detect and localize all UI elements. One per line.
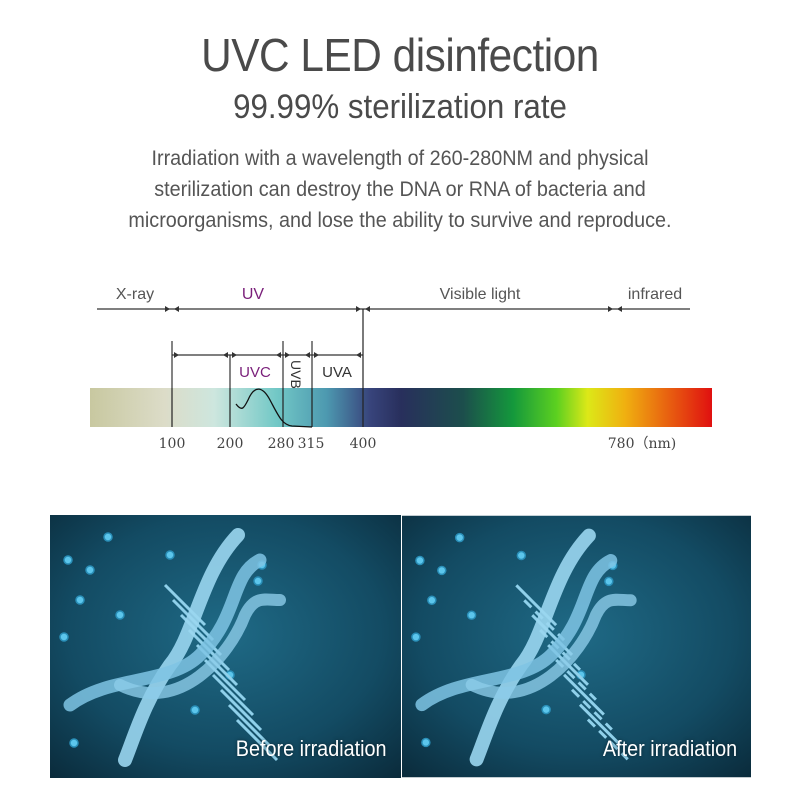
spectrum-bar [90, 388, 712, 427]
tick-280: 280 [268, 436, 295, 452]
tick-400: 400 [350, 436, 377, 452]
spectrum-diagram: X-ray UV Visible light infrared UVC UVB … [90, 286, 712, 452]
description-line: microorganisms, and lose the ability to … [128, 208, 672, 232]
band-uva: UVA [322, 364, 352, 381]
band-uvc: UVC [239, 364, 271, 381]
region-uv: UV [242, 286, 265, 303]
description-line: Irradiation with a wavelength of 260-280… [151, 146, 649, 170]
dna-helix-icon [50, 515, 401, 778]
dna-before-image: Before irradiation [50, 515, 401, 778]
description-line: sterilization can destroy the DNA or RNA… [154, 177, 646, 201]
dna-after-image: After irradiation [402, 515, 751, 778]
region-visible: Visible light [440, 286, 521, 303]
region-infrared: infrared [628, 286, 682, 303]
description: Irradiation with a wavelength of 260-280… [32, 143, 768, 236]
page-subtitle: 99.99% sterilization rate [233, 88, 567, 126]
uvc-curve [235, 388, 313, 428]
dna-helix-icon [402, 515, 751, 778]
tick-100: 100 [159, 436, 186, 452]
region-xray: X-ray [116, 286, 154, 303]
page-title: UVC LED disinfection [201, 29, 599, 81]
caption-after: After irradiation [602, 736, 737, 761]
arrow-ticks [165, 306, 622, 358]
tick-780: 780（nm) [608, 436, 676, 452]
tick-200: 200 [217, 436, 244, 452]
caption-before: Before irradiation [236, 736, 387, 761]
tick-315: 315 [298, 436, 325, 452]
band-uvb: UVB [288, 360, 304, 389]
